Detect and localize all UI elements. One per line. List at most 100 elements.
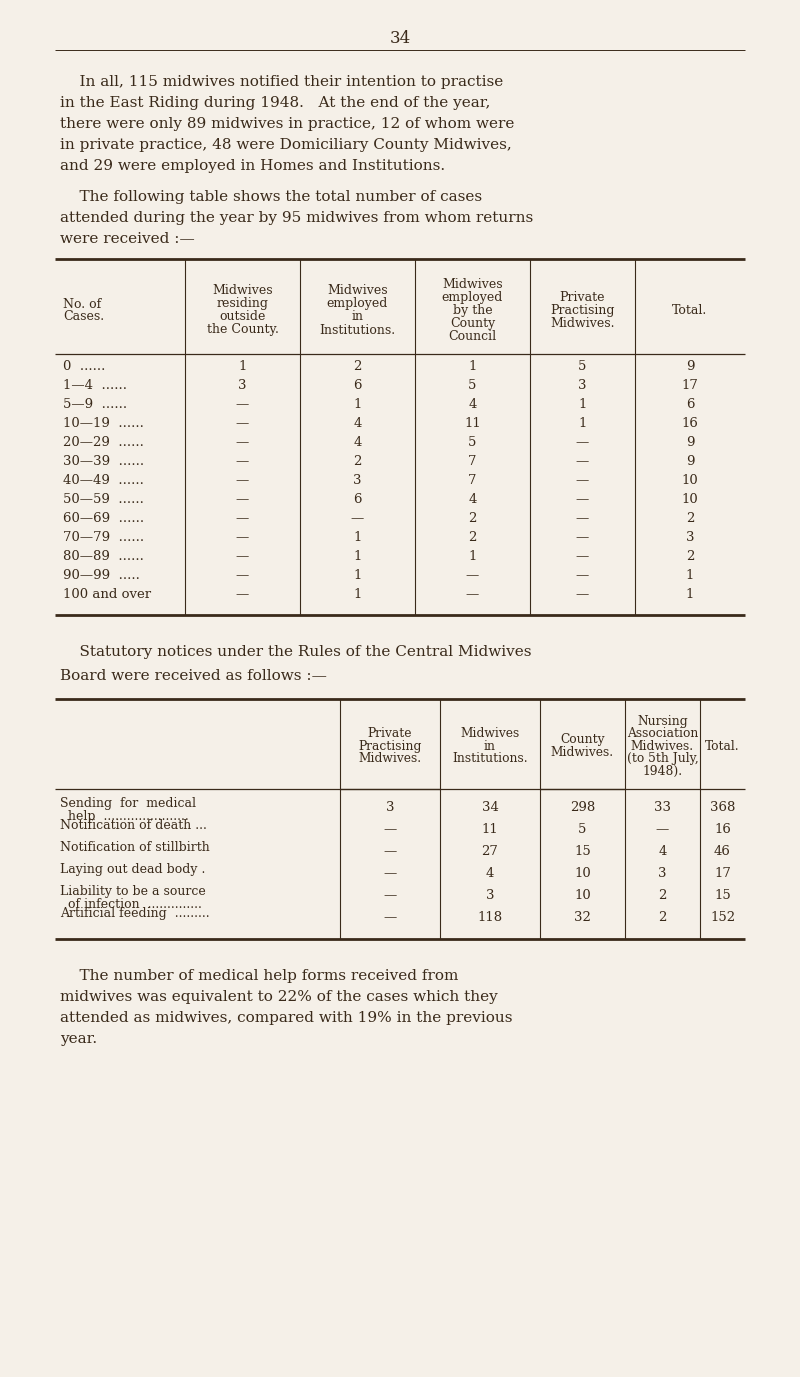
Text: —: — (236, 569, 249, 582)
Text: 3: 3 (354, 474, 362, 487)
Text: 40—49  ......: 40—49 ...... (63, 474, 144, 487)
Text: Practising: Practising (358, 739, 422, 753)
Text: —: — (383, 890, 397, 902)
Text: 2: 2 (468, 512, 477, 525)
Text: 2: 2 (354, 359, 362, 373)
Text: by the: by the (453, 304, 492, 317)
Text: 2: 2 (686, 549, 694, 563)
Text: —: — (576, 512, 589, 525)
Text: 60—69  ......: 60—69 ...... (63, 512, 144, 525)
Text: 10: 10 (574, 890, 591, 902)
Text: and 29 were employed in Homes and Institutions.: and 29 were employed in Homes and Instit… (60, 158, 445, 174)
Text: 1—4  ......: 1—4 ...... (63, 379, 127, 392)
Text: No. of: No. of (63, 297, 102, 310)
Text: Nursing: Nursing (637, 715, 688, 728)
Text: 15: 15 (714, 890, 731, 902)
Text: Private: Private (368, 727, 412, 741)
Text: Statutory notices under the Rules of the Central Midwives: Statutory notices under the Rules of the… (60, 644, 531, 660)
Text: Total.: Total. (705, 739, 740, 753)
Text: —: — (236, 437, 249, 449)
Text: Institutions.: Institutions. (319, 324, 395, 336)
Text: outside: outside (219, 310, 266, 324)
Text: Midwives: Midwives (212, 285, 273, 297)
Text: (to 5th July,: (to 5th July, (626, 752, 698, 766)
Text: 11: 11 (464, 417, 481, 430)
Text: 16: 16 (682, 417, 698, 430)
Text: 16: 16 (714, 823, 731, 836)
Text: —: — (236, 417, 249, 430)
Text: 2: 2 (658, 890, 666, 902)
Text: 10—19  ......: 10—19 ...... (63, 417, 144, 430)
Text: 1: 1 (238, 359, 246, 373)
Text: 3: 3 (686, 532, 694, 544)
Text: The number of medical help forms received from: The number of medical help forms receive… (60, 969, 458, 983)
Text: —: — (351, 512, 364, 525)
Text: —: — (576, 474, 589, 487)
Text: 1: 1 (578, 398, 586, 410)
Text: 50—59  ......: 50—59 ...... (63, 493, 144, 505)
Text: help  ......................: help ...................... (60, 810, 189, 823)
Text: 4: 4 (658, 845, 666, 858)
Text: Sending  for  medical: Sending for medical (60, 797, 196, 810)
Text: 2: 2 (354, 454, 362, 468)
Text: —: — (466, 588, 479, 600)
Text: Artificial feeding  .........: Artificial feeding ......... (60, 907, 210, 920)
Text: —: — (383, 823, 397, 836)
Text: in private practice, 48 were Domiciliary County Midwives,: in private practice, 48 were Domiciliary… (60, 138, 512, 151)
Text: —: — (576, 549, 589, 563)
Text: 5: 5 (578, 823, 586, 836)
Text: 1: 1 (686, 588, 694, 600)
Text: 4: 4 (354, 417, 362, 430)
Text: —: — (236, 493, 249, 505)
Text: 2: 2 (686, 512, 694, 525)
Text: 20—29  ......: 20—29 ...... (63, 437, 144, 449)
Text: 5—9  ......: 5—9 ...... (63, 398, 127, 410)
Text: 0  ......: 0 ...... (63, 359, 106, 373)
Text: employed: employed (442, 291, 503, 304)
Text: County: County (450, 317, 495, 330)
Text: 9: 9 (686, 454, 694, 468)
Text: 9: 9 (686, 437, 694, 449)
Text: 17: 17 (682, 379, 698, 392)
Text: midwives was equivalent to 22% of the cases which they: midwives was equivalent to 22% of the ca… (60, 990, 498, 1004)
Text: —: — (576, 493, 589, 505)
Text: Practising: Practising (550, 304, 614, 317)
Text: 7: 7 (468, 454, 477, 468)
Text: 70—79  ......: 70—79 ...... (63, 532, 144, 544)
Text: —: — (576, 532, 589, 544)
Text: were received :—: were received :— (60, 231, 194, 246)
Text: 11: 11 (482, 823, 498, 836)
Text: 298: 298 (570, 801, 595, 814)
Text: 1: 1 (468, 549, 477, 563)
Text: in: in (484, 739, 496, 753)
Text: Cases.: Cases. (63, 310, 104, 324)
Text: 3: 3 (578, 379, 586, 392)
Text: County: County (560, 734, 605, 746)
Text: —: — (576, 437, 589, 449)
Text: Midwives.: Midwives. (631, 739, 694, 753)
Text: attended during the year by 95 midwives from whom returns: attended during the year by 95 midwives … (60, 211, 534, 224)
Text: Midwives: Midwives (460, 727, 520, 741)
Text: 1: 1 (354, 532, 362, 544)
Text: 46: 46 (714, 845, 731, 858)
Text: 34: 34 (482, 801, 498, 814)
Text: —: — (236, 549, 249, 563)
Text: —: — (383, 912, 397, 924)
Text: Midwives.: Midwives. (551, 746, 614, 759)
Text: 4: 4 (354, 437, 362, 449)
Text: 33: 33 (654, 801, 671, 814)
Text: 90—99  .....: 90—99 ..... (63, 569, 140, 582)
Text: 2: 2 (468, 532, 477, 544)
Text: 6: 6 (686, 398, 694, 410)
Text: 10: 10 (682, 474, 698, 487)
Text: 6: 6 (354, 379, 362, 392)
Text: 3: 3 (238, 379, 246, 392)
Text: —: — (576, 569, 589, 582)
Text: 1: 1 (468, 359, 477, 373)
Text: Private: Private (560, 291, 606, 304)
Text: residing: residing (217, 297, 269, 310)
Text: 27: 27 (482, 845, 498, 858)
Text: Liability to be a source: Liability to be a source (60, 885, 206, 898)
Text: there were only 89 midwives in practice, 12 of whom were: there were only 89 midwives in practice,… (60, 117, 514, 131)
Text: Institutions.: Institutions. (452, 752, 528, 766)
